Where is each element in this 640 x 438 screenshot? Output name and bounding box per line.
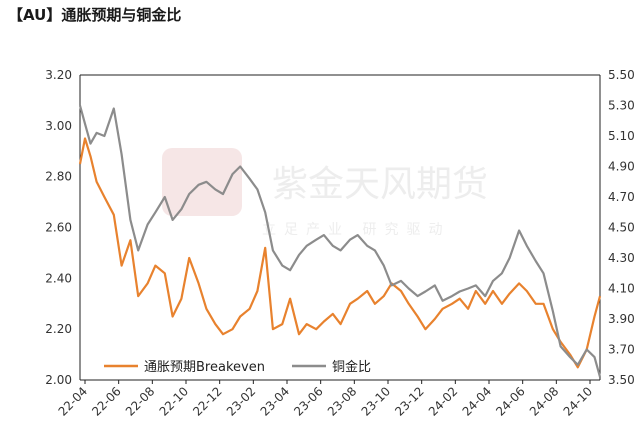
x-tick-label: 24-02 <box>426 384 461 419</box>
x-tick-label: 22-10 <box>157 384 192 419</box>
y-right-tick-label: 4.50 <box>608 221 635 235</box>
x-tick-label: 23-12 <box>392 384 427 419</box>
y-right-tick-label: 5.30 <box>608 99 635 113</box>
x-tick-label: 23-08 <box>325 384 360 419</box>
y-right-tick-label: 3.50 <box>608 373 635 387</box>
watermark-logo: 紫金天风期货 立足产业 研究驱动 <box>162 148 488 238</box>
legend-label-breakeven: 通胀预期Breakeven <box>144 360 265 375</box>
chart-title: 【AU】通胀预期与铜金比 <box>8 6 182 24</box>
y-right-tick-label: 4.90 <box>608 160 635 174</box>
y-right-tick-label: 4.70 <box>608 190 635 204</box>
series-line-copper-gold <box>78 105 602 378</box>
x-tick-label: 24-06 <box>493 384 528 419</box>
y-left-tick-label: 2.60 <box>45 221 72 235</box>
x-tick-label: 24-08 <box>527 384 562 419</box>
x-tick-label: 24-04 <box>460 384 495 419</box>
x-tick-label: 23-02 <box>224 384 259 419</box>
x-tick-label: 23-10 <box>359 384 394 419</box>
series-line-breakeven <box>78 137 602 369</box>
y-left-tick-label: 3.00 <box>45 119 72 133</box>
legend-label-copper-gold: 铜金比 <box>332 359 371 375</box>
y-left-tick-label: 2.20 <box>45 322 72 336</box>
y-left-tick-label: 2.40 <box>45 271 72 285</box>
x-tick-label: 24-10 <box>561 384 596 419</box>
y-left-tick-label: 3.20 <box>45 68 72 82</box>
x-tick-label: 22-06 <box>89 384 124 419</box>
y-right-tick-label: 4.10 <box>608 282 635 296</box>
y-left-tick-label: 2.80 <box>45 170 72 184</box>
x-tick-label: 22-12 <box>190 384 225 419</box>
svg-text:紫金天风期货: 紫金天风期货 <box>272 164 488 205</box>
x-tick-label: 22-04 <box>56 384 91 419</box>
y-right-tick-label: 4.30 <box>608 251 635 265</box>
y-right-tick-label: 5.50 <box>608 68 635 82</box>
x-tick-label: 23-06 <box>291 384 326 419</box>
x-tick-label: 23-04 <box>258 384 293 419</box>
x-tick-label: 22-08 <box>123 384 158 419</box>
y-left-tick-label: 2.00 <box>45 373 72 387</box>
series-group <box>78 105 602 378</box>
svg-text:立足产业 研究驱动: 立足产业 研究驱动 <box>262 222 450 238</box>
y-right-tick-label: 3.90 <box>608 312 635 326</box>
legend: 通胀预期Breakeven 铜金比 <box>104 359 371 375</box>
y-right-tick-label: 5.10 <box>608 129 635 143</box>
y-right-tick-label: 3.70 <box>608 343 635 357</box>
